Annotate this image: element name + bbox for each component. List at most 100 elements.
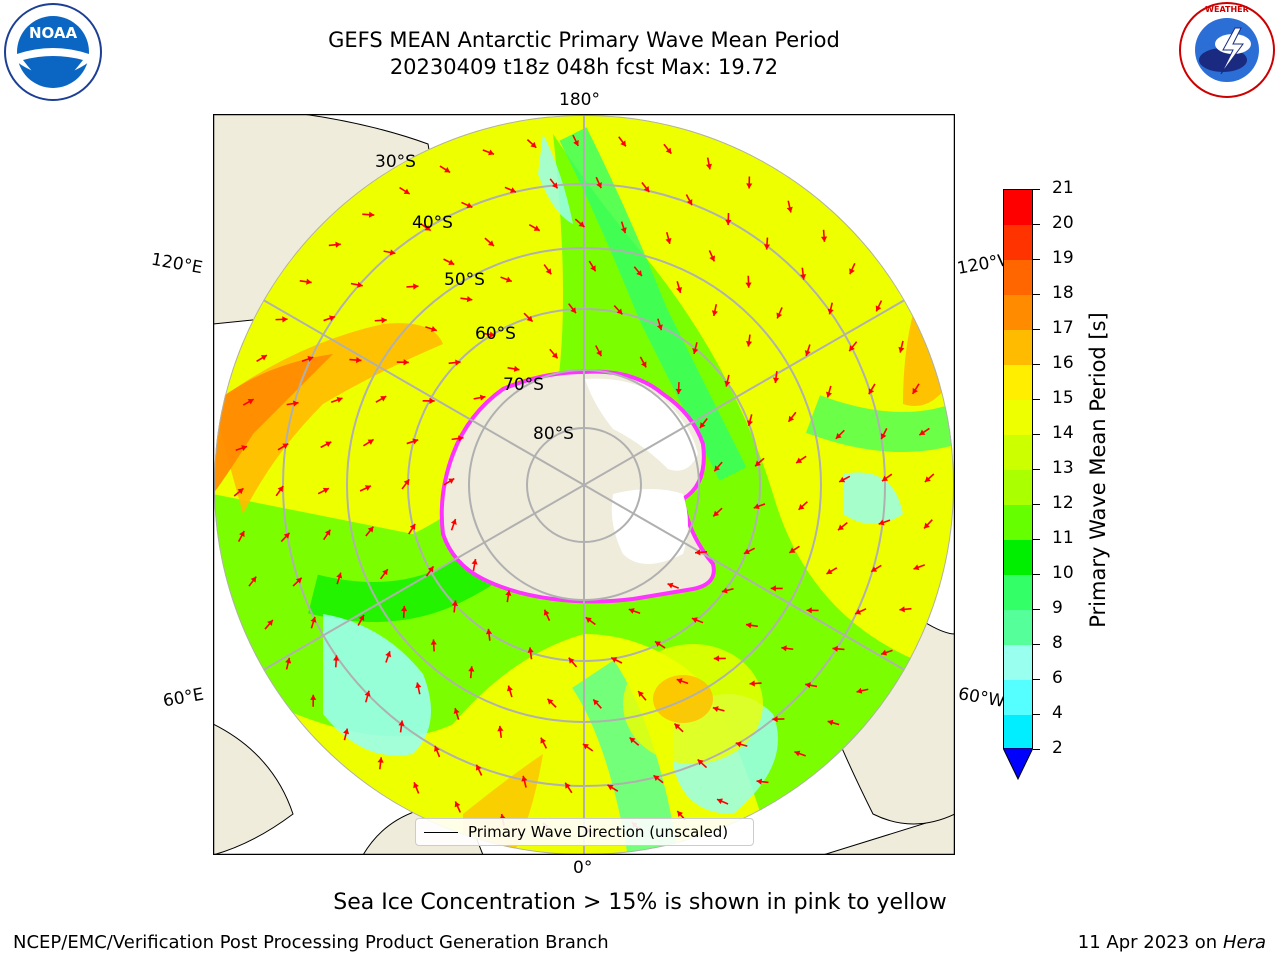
- wave-vector-head: [336, 396, 343, 403]
- colorbar-band: [1004, 190, 1032, 226]
- wave-vector-head: [796, 457, 803, 463]
- colorbar-tick-label: 15: [1052, 388, 1074, 408]
- colorbar-tick-mark: [1033, 364, 1040, 365]
- chart-title-line2: 20230409 t18z 048h fcst Max: 19.72: [389, 55, 779, 79]
- wave-vector-head: [247, 399, 254, 405]
- lon-label-60w: 60°W: [956, 684, 1007, 712]
- lat-label-70s: 70°S: [503, 375, 544, 395]
- wave-vector-head: [638, 691, 644, 698]
- wave-vector-head: [506, 685, 513, 692]
- wave-vector-head: [749, 680, 755, 687]
- wave-vector-head: [709, 255, 716, 262]
- colorbar-extend-arrow: [1003, 748, 1033, 781]
- wave-vector-head: [451, 600, 458, 607]
- colorbar-band: [1004, 645, 1032, 681]
- wave-vector-head: [368, 211, 375, 218]
- wave-vector-head: [881, 649, 887, 656]
- wave-vector-head: [705, 163, 713, 170]
- wave-vector-head: [794, 750, 801, 757]
- colorbar-tick-mark: [1033, 224, 1040, 225]
- colorbar-tick-label: 19: [1052, 248, 1074, 268]
- lon-label-0: 0°: [573, 858, 593, 878]
- wave-period-field: [214, 115, 954, 855]
- colorbar-tick-label: 17: [1052, 318, 1074, 338]
- wave-vector-head: [711, 310, 718, 316]
- wave-vector-head: [665, 147, 672, 154]
- svg-text:WEATHER: WEATHER: [1205, 5, 1249, 14]
- wave-vector-head: [382, 569, 388, 576]
- wave-vector-head: [283, 532, 290, 539]
- wave-vector-head: [691, 617, 698, 624]
- wave-vector-head: [367, 526, 374, 533]
- wave-vector-head: [479, 394, 486, 401]
- footer-date: 11 Apr 2023 on Hera: [1078, 932, 1266, 953]
- wave-vector-head: [310, 616, 317, 623]
- wave-vector-head: [367, 439, 374, 445]
- wave-vector-head: [285, 657, 292, 664]
- colorbar-tick-mark: [1033, 644, 1040, 645]
- colorbar-band: [1004, 435, 1032, 471]
- wave-vector-head: [676, 678, 683, 684]
- wave-vector-head: [356, 356, 362, 364]
- wave-vector-head: [616, 308, 623, 315]
- wave-vector-head: [570, 307, 576, 314]
- wave-vector-head: [878, 519, 885, 526]
- wave-vector-head: [237, 488, 244, 495]
- colorbar-band: [1004, 330, 1032, 366]
- wave-vector-head: [712, 706, 719, 713]
- wave-vector-head: [380, 396, 387, 402]
- wave-vector-head: [513, 365, 520, 372]
- wave-vector-head: [448, 478, 455, 484]
- wave-vector-head: [826, 391, 832, 398]
- wave-vector-head: [454, 801, 461, 808]
- wave-vector-head: [458, 435, 464, 442]
- lat-label-80s: 80°S: [533, 424, 574, 444]
- lon-label-120e: 120°E: [149, 249, 205, 279]
- wave-vector-head: [654, 641, 661, 647]
- wave-vector-head: [295, 577, 302, 584]
- legend-label: Primary Wave Direction (unscaled): [468, 823, 729, 841]
- wave-vector-head: [620, 227, 627, 234]
- map-legend: Primary Wave Direction (unscaled): [415, 818, 754, 846]
- wave-vector-head: [745, 622, 752, 629]
- wave-vector-head: [806, 607, 812, 614]
- wave-vector-head: [745, 340, 753, 347]
- wave-vector-head: [798, 504, 805, 510]
- colorbar-tick-label: 11: [1052, 528, 1074, 548]
- wave-vector-head: [924, 476, 931, 482]
- wave-vector-head: [770, 585, 776, 592]
- colorbar: [1003, 189, 1033, 781]
- wave-vector-head: [855, 608, 862, 615]
- noaa-logo: NOAA: [3, 2, 103, 106]
- wave-vector-head: [400, 605, 408, 612]
- wave-vector-head: [721, 587, 728, 594]
- wave-vector-head: [653, 775, 660, 781]
- wave-vector-head: [725, 219, 732, 226]
- wave-vector-head: [430, 639, 437, 645]
- chart-title-line1: GEFS MEAN Antarctic Primary Wave Mean Pe…: [328, 28, 840, 52]
- wave-vector-head: [444, 167, 451, 173]
- wave-vector-head: [640, 361, 647, 368]
- wave-vector-head: [827, 719, 834, 726]
- wave-vector-head: [804, 350, 811, 356]
- wave-vector-head: [849, 268, 855, 275]
- wave-vector-head: [835, 432, 842, 439]
- wave-vector-head: [573, 139, 579, 146]
- wave-vector-head: [620, 140, 626, 147]
- colorbar-tick-mark: [1033, 714, 1040, 715]
- wave-vector-head: [364, 485, 371, 491]
- wave-vector-head: [882, 475, 888, 482]
- wave-vector-head: [277, 486, 284, 493]
- wave-vector-head: [533, 225, 540, 231]
- wave-vector-head: [510, 187, 516, 193]
- colorbar-tick-mark: [1033, 434, 1040, 435]
- colorbar-tick-label: 18: [1052, 283, 1074, 303]
- wave-vector-head: [413, 283, 419, 290]
- wave-vector-head: [675, 388, 682, 395]
- wave-vector-head: [455, 359, 461, 366]
- wave-vector-head: [800, 274, 807, 280]
- wave-vector-head: [292, 400, 299, 407]
- wave-vector-head: [868, 388, 875, 395]
- wave-vector-head: [282, 316, 288, 323]
- map-frame: [213, 114, 955, 855]
